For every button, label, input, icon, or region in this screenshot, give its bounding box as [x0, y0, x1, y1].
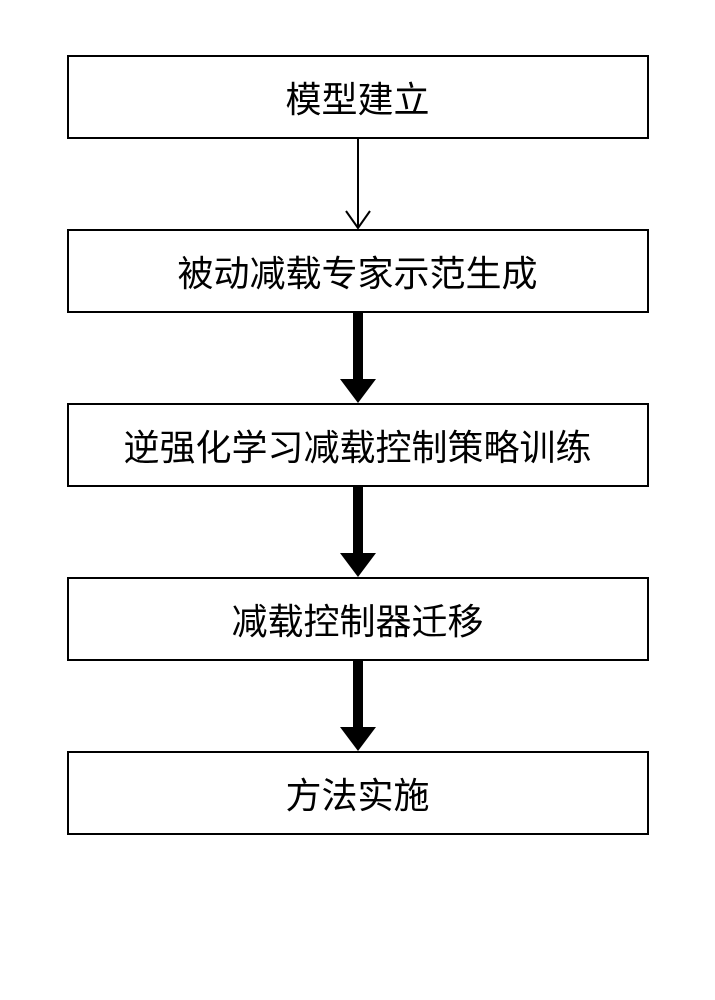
flow-arrow — [338, 313, 378, 403]
flow-node-node3: 逆强化学习减载控制策略训练 — [67, 403, 649, 487]
flow-node-node5: 方法实施 — [67, 751, 649, 835]
flow-node-label: 减载控制器迁移 — [231, 593, 483, 645]
flow-node-label: 被动减载专家示范生成 — [177, 245, 537, 297]
flow-node-label: 模型建立 — [285, 71, 429, 123]
flow-arrow — [344, 139, 372, 229]
flow-node-node4: 减载控制器迁移 — [67, 577, 649, 661]
flow-arrow — [338, 661, 378, 751]
flow-node-label: 逆强化学习减载控制策略训练 — [123, 419, 591, 471]
flow-node-label: 方法实施 — [285, 767, 429, 819]
flowchart-container: 模型建立被动减载专家示范生成逆强化学习减载控制策略训练减载控制器迁移方法实施 — [67, 55, 649, 835]
flow-node-node1: 模型建立 — [67, 55, 649, 139]
flow-node-node2: 被动减载专家示范生成 — [67, 229, 649, 313]
flow-arrow — [338, 487, 378, 577]
